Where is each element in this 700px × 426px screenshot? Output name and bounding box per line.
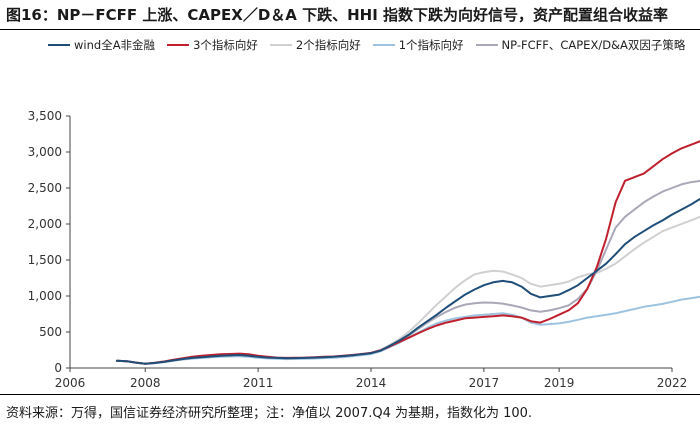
x-tick-label: 2011 <box>243 376 274 390</box>
x-tick-label: 2022 <box>657 376 688 390</box>
legend-item-wind-a: wind全A非金融 <box>48 37 155 53</box>
source-note: 资料来源：万得，国信证券经济研究所整理；注：净值以 2007.Q4 为基期，指数… <box>6 406 533 421</box>
legend-item-3-indicators: 3个指标向好 <box>167 37 258 53</box>
legend-item-dual-factor: NP-FCFF、CAPEX/D&A双因子策略 <box>475 37 686 53</box>
y-tick-label: 3,000 <box>28 145 62 159</box>
footer-rule <box>0 394 700 395</box>
legend-label: wind全A非金融 <box>74 38 156 52</box>
legend-swatch <box>269 44 292 46</box>
legend-item-2-indicators: 2个指标向好 <box>269 37 361 53</box>
y-tick-label: 1,000 <box>28 289 62 303</box>
x-tick-label: 2008 <box>130 376 161 390</box>
y-tick-label: 2,000 <box>28 217 62 231</box>
legend-swatch <box>372 44 395 46</box>
x-tick-label: 2019 <box>544 376 575 390</box>
legend-label: NP-FCFF、CAPEX/D&A双因子策略 <box>501 38 686 52</box>
series-line-4 <box>116 179 700 365</box>
series-line-0 <box>116 197 700 365</box>
legend-swatch <box>167 44 190 46</box>
legend-swatch <box>475 44 498 46</box>
chart-legend: wind全A非金融 3个指标向好 2个指标向好 1个指标向好 NP-FCFF、C… <box>48 36 688 54</box>
series-line-2 <box>116 215 700 365</box>
series-line-3 <box>116 295 700 365</box>
series-line-1 <box>116 140 700 365</box>
legend-label: 2个指标向好 <box>295 38 361 52</box>
x-tick-label: 2014 <box>356 376 387 390</box>
y-tick-label: 3,500 <box>28 109 62 123</box>
legend-label: 1个指标向好 <box>398 38 464 52</box>
legend-swatch <box>48 44 70 46</box>
page-title: 图16：NP－FCFF 上涨、CAPEX／D＆A 下跌、HHI 指数下跌为向好信… <box>6 6 669 24</box>
line-chart: 0 500 1,000 1,500 2,000 2,500 3,000 3,500 2006 20… <box>28 109 700 390</box>
y-tick-label: 0 <box>54 361 62 375</box>
y-tick-label: 1,500 <box>28 253 62 267</box>
legend-label: 3个指标向好 <box>193 38 258 52</box>
y-tick-label: 2,500 <box>28 181 62 195</box>
title-rule <box>0 29 700 30</box>
x-tick-label: 2006 <box>55 376 86 390</box>
x-tick-label: 2017 <box>469 376 500 390</box>
y-tick-label: 500 <box>39 325 62 339</box>
legend-item-1-indicator: 1个指标向好 <box>372 37 464 53</box>
